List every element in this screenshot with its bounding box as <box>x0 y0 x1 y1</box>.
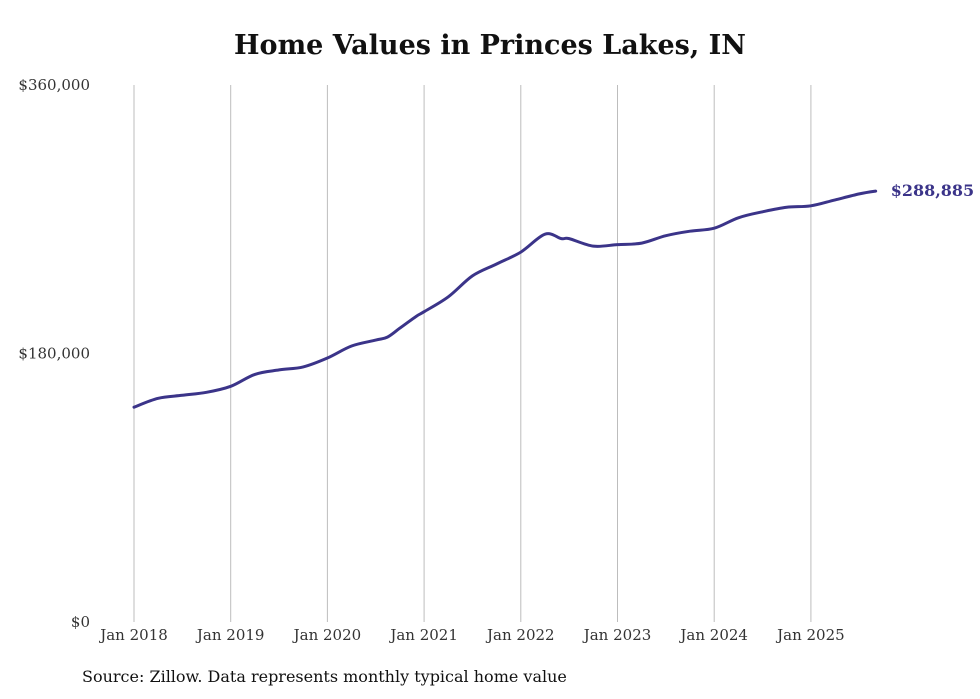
x-tick-label: Jan 2021 <box>388 626 458 644</box>
x-tick-label: Jan 2018 <box>98 626 168 644</box>
x-axis-ticks: Jan 2018 Jan 2019 Jan 2020 Jan 2021 Jan 2022… <box>98 626 844 644</box>
gridlines <box>133 85 812 622</box>
series-lines <box>132 189 878 409</box>
x-tick-label: Jan 2023 <box>582 626 652 644</box>
chart-title: Home Values in Princes Lakes, IN <box>234 30 746 61</box>
annotations: $288,885 <box>891 181 975 200</box>
x-tick-label: Jan 2022 <box>485 626 555 644</box>
x-tick-label: Jan 2025 <box>775 626 845 644</box>
end-value-label: $288,885 <box>891 181 975 200</box>
source-note: Source: Zillow. Data represents monthly … <box>82 667 567 686</box>
y-tick-label: $0 <box>71 613 90 631</box>
series-line <box>132 189 878 409</box>
x-tick-label: Jan 2020 <box>292 626 362 644</box>
x-tick-label: Jan 2019 <box>195 626 265 644</box>
y-tick-label: $360,000 <box>18 76 90 94</box>
y-tick-label: $180,000 <box>18 345 90 363</box>
y-axis-ticks: $0 $180,000 $360,000 <box>18 76 90 631</box>
x-tick-label: Jan 2024 <box>678 626 748 644</box>
